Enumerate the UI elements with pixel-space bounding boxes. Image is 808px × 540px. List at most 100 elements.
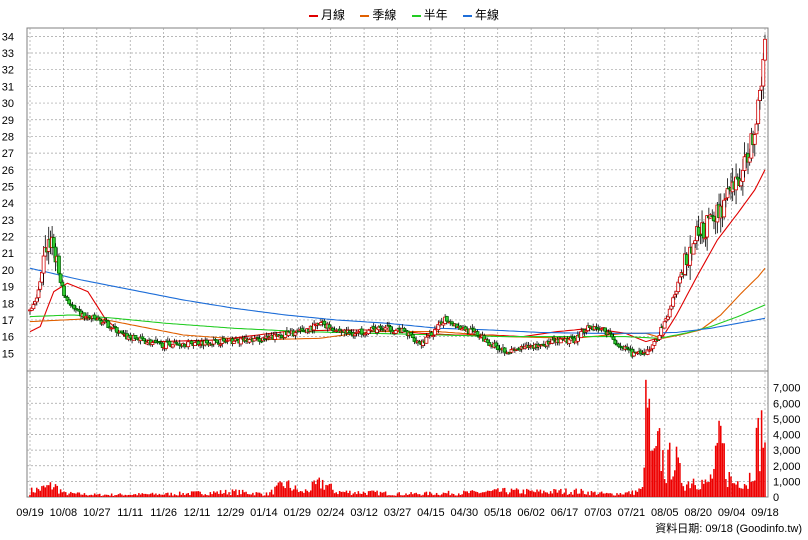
volume-bar: [682, 486, 685, 497]
volume-bar: [473, 490, 475, 497]
candle-up: [198, 344, 203, 346]
volume-bar: [202, 495, 205, 497]
volume-bar: [641, 487, 644, 497]
legend-label-month: 月線: [320, 8, 345, 22]
volume-bar: [728, 471, 731, 497]
candle-up: [186, 341, 191, 348]
volume-bar: [548, 493, 550, 497]
volume-bar: [134, 494, 137, 497]
volume-bar: [116, 495, 118, 497]
candle-down: [322, 320, 327, 325]
volume-bar: [391, 495, 394, 497]
volume-bar: [228, 492, 230, 497]
volume-bar: [400, 495, 402, 497]
candle-up: [678, 276, 682, 284]
candle-up: [742, 156, 747, 171]
volume-bar: [403, 495, 406, 497]
volume-bar: [502, 488, 504, 497]
volume-bar: [469, 490, 472, 497]
price-tick-label: 28: [2, 131, 14, 143]
candle-down: [552, 338, 556, 341]
volume-bar: [143, 493, 145, 497]
volume-bar: [570, 492, 572, 497]
volume-bar: [478, 493, 480, 497]
volume-bar: [685, 484, 688, 497]
candle-up: [754, 123, 759, 135]
volume-bar: [195, 491, 198, 497]
volume-bar: [585, 494, 588, 497]
volume-tick-label: 2,000: [773, 461, 801, 473]
volume-bar: [640, 488, 642, 497]
volume-bar: [522, 489, 525, 497]
volume-bar: [233, 491, 235, 497]
volume-bar: [606, 492, 608, 497]
volume-bar: [546, 492, 548, 497]
volume-bar: [512, 489, 514, 497]
candle-down: [97, 318, 102, 321]
volume-bar: [114, 495, 116, 497]
volume-bar: [378, 495, 380, 497]
volume-bar: [599, 492, 601, 497]
volume-bar: [32, 492, 35, 497]
legend-swatch-quarter: [360, 14, 370, 17]
volume-bar: [374, 491, 377, 497]
volume-bar: [73, 493, 76, 497]
volume-bar: [752, 481, 754, 497]
volume-bar: [549, 491, 552, 497]
volume-bar: [63, 491, 65, 497]
volume-bar: [207, 495, 210, 497]
candle-down: [262, 338, 267, 341]
volume-bar: [172, 495, 174, 497]
volume-bar: [561, 494, 564, 497]
volume-bar: [386, 495, 389, 497]
volume-bar: [133, 494, 135, 497]
candle-down: [51, 237, 56, 249]
volume-bar: [447, 490, 450, 497]
volume-bar: [272, 494, 275, 497]
volume-bar: [185, 493, 188, 497]
volume-bar: [51, 489, 53, 497]
volume-bar: [301, 491, 303, 497]
volume-bar: [587, 491, 589, 497]
candle-up: [579, 331, 584, 339]
volume-bar: [430, 493, 433, 497]
candle-down: [58, 273, 63, 283]
volume-bar: [160, 494, 162, 497]
volume-bar: [199, 491, 201, 497]
volume-bar: [597, 494, 600, 497]
volume-bar: [701, 479, 703, 497]
volume-bar: [687, 481, 690, 497]
volume-bar: [481, 492, 484, 497]
volume-bar: [578, 493, 581, 497]
volume-bar: [503, 487, 506, 497]
volume-bar: [175, 495, 178, 497]
volume-bar: [61, 492, 64, 497]
candle-up: [232, 340, 237, 344]
volume-bar: [388, 495, 390, 497]
volume-bar: [529, 490, 531, 497]
volume-bar: [328, 483, 331, 497]
volume-bar: [102, 495, 104, 497]
volume-bar: [541, 493, 543, 497]
candle-down: [128, 334, 133, 339]
volume-bar: [463, 490, 465, 497]
volume-bar: [405, 493, 407, 497]
volume-bar: [315, 484, 317, 497]
volume-bar: [384, 491, 387, 497]
volume-bar: [332, 489, 334, 497]
volume-bar: [704, 479, 707, 497]
volume-bar: [148, 494, 150, 497]
candle-down: [67, 299, 72, 305]
candle-up: [740, 169, 745, 182]
candle-down: [608, 331, 613, 334]
volume-bar: [520, 493, 523, 497]
volume-bar: [389, 495, 392, 497]
volume-bar: [76, 492, 79, 497]
date-tick-label: 11/11: [117, 507, 143, 519]
volume-bar: [53, 487, 55, 497]
candle-down: [611, 336, 616, 340]
volume-bar: [313, 480, 315, 497]
candle-up: [164, 341, 169, 349]
volume-bar: [247, 494, 249, 497]
candle-up: [34, 297, 39, 303]
